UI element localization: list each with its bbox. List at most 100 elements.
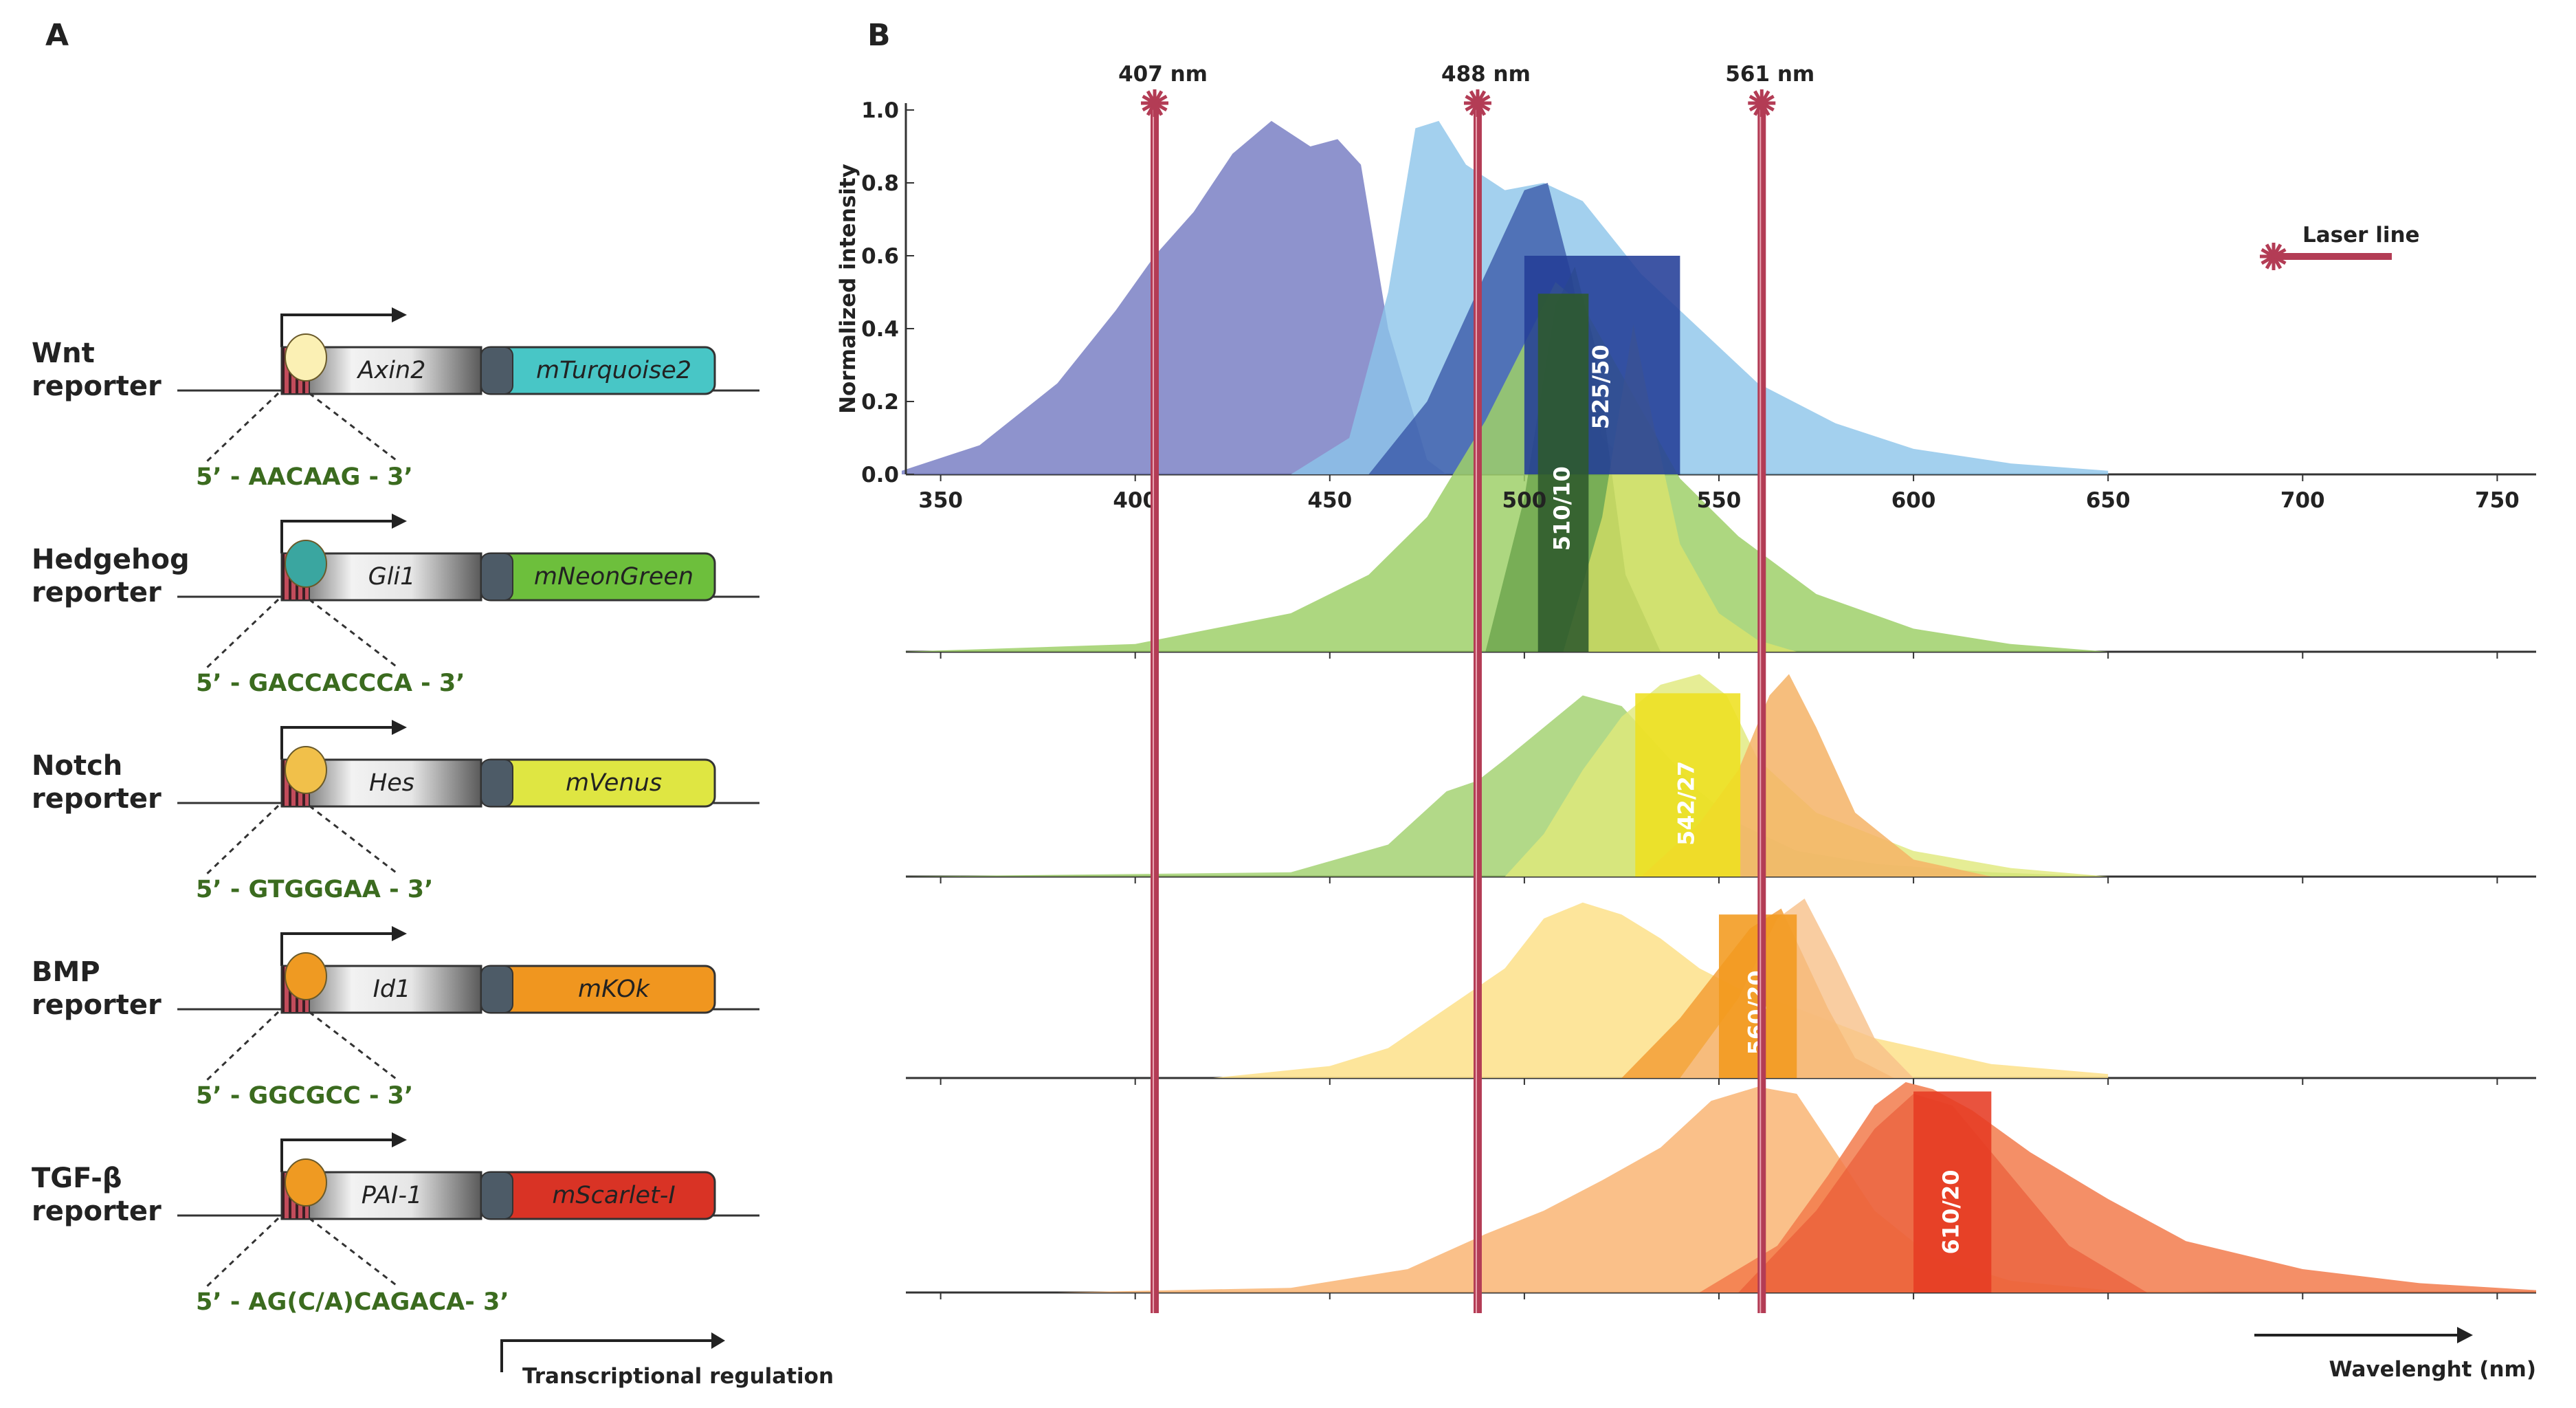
legend-arrow-head <box>711 1332 725 1349</box>
tf-icon <box>285 1158 327 1207</box>
x-tick-label: 650 <box>2086 488 2131 513</box>
linker-box <box>480 1172 513 1220</box>
dashed-right <box>309 804 399 876</box>
x-tick-label: 750 <box>2475 488 2520 513</box>
y-tick-label: 0.0 <box>861 463 899 487</box>
dashed-right <box>309 1011 399 1082</box>
panel-letter-a: A <box>45 18 69 53</box>
reporter-suffix: reporter <box>32 783 162 815</box>
y-tick-label: 1.0 <box>861 98 899 123</box>
filter-rect <box>1913 1091 1992 1292</box>
tss-arrow-line <box>280 314 392 347</box>
filter-band-1: 510/10 <box>1537 294 1589 652</box>
laser-bar <box>1151 103 1159 1313</box>
laser-bar <box>1757 103 1766 1313</box>
reporter-suffix: reporter <box>32 989 162 1021</box>
legend-label: Laser line <box>2302 223 2420 248</box>
reporter-name: BMP <box>32 956 100 988</box>
linker-box <box>480 553 513 601</box>
linker-box <box>480 965 513 1013</box>
transcriptional-legend: Transcriptional regulation <box>500 1332 834 1389</box>
spectrum-area <box>902 120 1447 474</box>
reporter-name: Wnt <box>32 338 95 369</box>
tf-icon <box>285 746 327 794</box>
laser-line-0: 407 nm <box>1118 62 1208 1313</box>
reporter-suffix: reporter <box>32 577 162 608</box>
fluor-name: mKOk <box>578 976 651 1003</box>
motif-sequence: 5’ - GGCGCC - 3’ <box>196 1082 413 1110</box>
tf-icon <box>285 952 327 1000</box>
spectrum-area <box>902 695 2109 877</box>
laser-label: 561 nm <box>1725 62 1814 87</box>
laser-star-ray <box>1748 94 1775 112</box>
reporter-suffix: reporter <box>32 371 162 402</box>
tss-arrow-line <box>280 726 392 760</box>
x-tick-label: 500 <box>1502 488 1547 513</box>
y-tick-label: 0.6 <box>861 244 899 269</box>
legend-star-ray <box>2261 248 2287 265</box>
dashed-right <box>309 392 399 463</box>
laser-star-ray <box>1465 94 1491 112</box>
dashed-left <box>205 1011 280 1082</box>
tf-icon <box>285 540 327 588</box>
tss-arrow-head <box>392 514 407 529</box>
legend-arrow-line <box>500 1339 711 1372</box>
linker-box <box>480 346 513 395</box>
legend-laser-bar <box>2272 253 2392 260</box>
dashed-left <box>205 598 280 670</box>
motif-sequence: 5’ - GACCACCCA - 3’ <box>196 670 465 697</box>
fluor-name: mScarlet-I <box>552 1182 675 1209</box>
filter-label: 510/10 <box>1549 466 1575 551</box>
x-tick-label: 350 <box>918 488 963 513</box>
filter-band-2: 542/27 <box>1635 693 1741 877</box>
legend-label: Transcriptional regulation <box>522 1364 834 1389</box>
y-tick-label: 0.2 <box>861 390 899 415</box>
reporter-suffix: reporter <box>32 1196 162 1227</box>
tss-arrow-head <box>392 926 407 941</box>
y-axis-title: Normalized intensity <box>836 164 860 414</box>
y-tick-label: 0.8 <box>861 171 899 196</box>
tf-icon <box>285 333 327 382</box>
x-tick-label: 400 <box>1113 488 1157 513</box>
x-tick-label: 450 <box>1307 488 1352 513</box>
filter-band-4: 610/20 <box>1913 1091 1992 1292</box>
fluor-name: mTurquoise2 <box>536 357 691 384</box>
gene-name: PAI-1 <box>362 1182 423 1209</box>
tss-arrow-line <box>280 932 392 966</box>
fluor-name: mVenus <box>566 769 662 797</box>
motif-sequence: 5’ - GTGGGAA - 3’ <box>196 876 433 903</box>
gene-name: Hes <box>369 769 414 797</box>
filter-label: 610/20 <box>1938 1170 1964 1255</box>
dashed-right <box>309 598 399 670</box>
laser-star-ray <box>1142 94 1168 112</box>
tss-arrow-line <box>280 520 392 553</box>
tss-arrow-line <box>280 1138 392 1172</box>
panel-letter-b: B <box>867 18 891 53</box>
dashed-left <box>205 1217 280 1288</box>
tss-arrow-head <box>392 720 407 735</box>
motif-sequence: 5’ - AACAAG - 3’ <box>196 463 413 491</box>
dashed-right <box>309 1217 399 1288</box>
dashed-left <box>205 804 280 876</box>
linker-box <box>480 759 513 807</box>
x-tick-label: 550 <box>1697 488 1742 513</box>
x-tick-label: 700 <box>2280 488 2325 513</box>
motif-sequence: 5’ - AG(C/A)CAGACA- 3’ <box>196 1288 509 1316</box>
filter-label: 542/27 <box>1674 761 1700 846</box>
x-axis-title: Wavelenght (nm) <box>2329 1357 2536 1382</box>
reporter-name: Notch <box>32 750 122 782</box>
reporter-name: Hedgehog <box>32 544 190 575</box>
y-tick-label: 0.4 <box>861 317 899 342</box>
filter-rect <box>1635 693 1741 877</box>
panel-b-spectra: 525/50510/10542/27560/20610/200.00.20.40… <box>836 62 2536 1382</box>
fluor-name: mNeonGreen <box>534 563 693 591</box>
laser-label: 407 nm <box>1118 62 1208 87</box>
gene-name: Gli1 <box>368 563 416 591</box>
tss-arrow-head <box>392 1132 407 1147</box>
